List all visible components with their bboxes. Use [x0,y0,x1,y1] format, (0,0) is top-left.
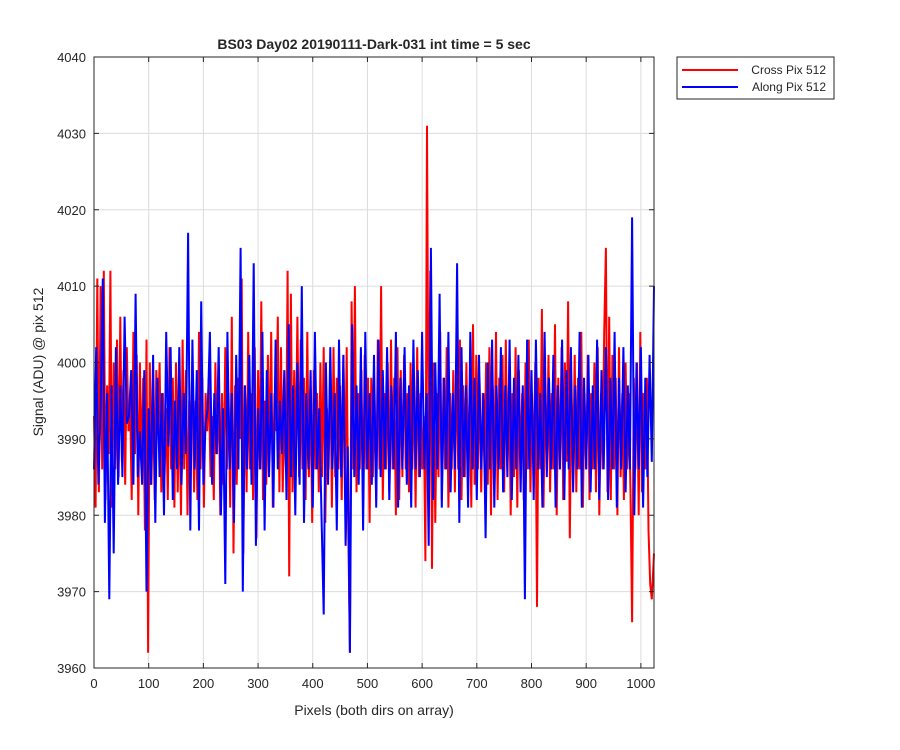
x-tick-label-800: 800 [521,676,543,691]
chart-title: BS03 Day02 20190111-Dark-031 int time = … [217,36,530,52]
series-layer [93,125,655,653]
x-tick-label-900: 900 [575,676,597,691]
legend-label-cross-pix-512: Cross Pix 512 [751,63,826,77]
x-tick-label-100: 100 [138,676,160,691]
y-tick-label-4030: 4030 [57,126,86,141]
series-line-along-pix-512 [93,217,655,653]
x-tick-label-600: 600 [411,676,433,691]
y-tick-label-3980: 3980 [57,508,86,523]
legend-box [676,56,835,100]
y-tick-label-4040: 4040 [57,50,86,65]
x-tick-label-700: 700 [466,676,488,691]
x-tick-label-400: 400 [302,676,324,691]
x-tick-label-500: 500 [357,676,379,691]
y-tick-label-3990: 3990 [57,432,86,447]
y-tick-label-4010: 4010 [57,279,86,294]
x-tick-label-1000: 1000 [626,676,655,691]
y-tick-label-4000: 4000 [57,356,86,371]
legend-label-along-pix-512: Along Pix 512 [752,80,826,94]
x-axis-title: Pixels (both dirs on array) [294,702,454,718]
x-tick-label-300: 300 [247,676,269,691]
axis-ticks: 0 100 200 300 400 500 600 700 800 900 1000 3960 3970… [57,50,655,691]
y-tick-label-3960: 3960 [57,661,86,676]
legend: Cross Pix 512 Along Pix 512 [676,56,835,100]
y-tick-label-4020: 4020 [57,203,86,218]
y-tick-label-3970: 3970 [57,585,86,600]
x-tick-label-200: 200 [193,676,215,691]
y-axis-title: Signal (ADU) @ pix 512 [30,287,46,436]
x-tick-label-0: 0 [90,676,97,691]
